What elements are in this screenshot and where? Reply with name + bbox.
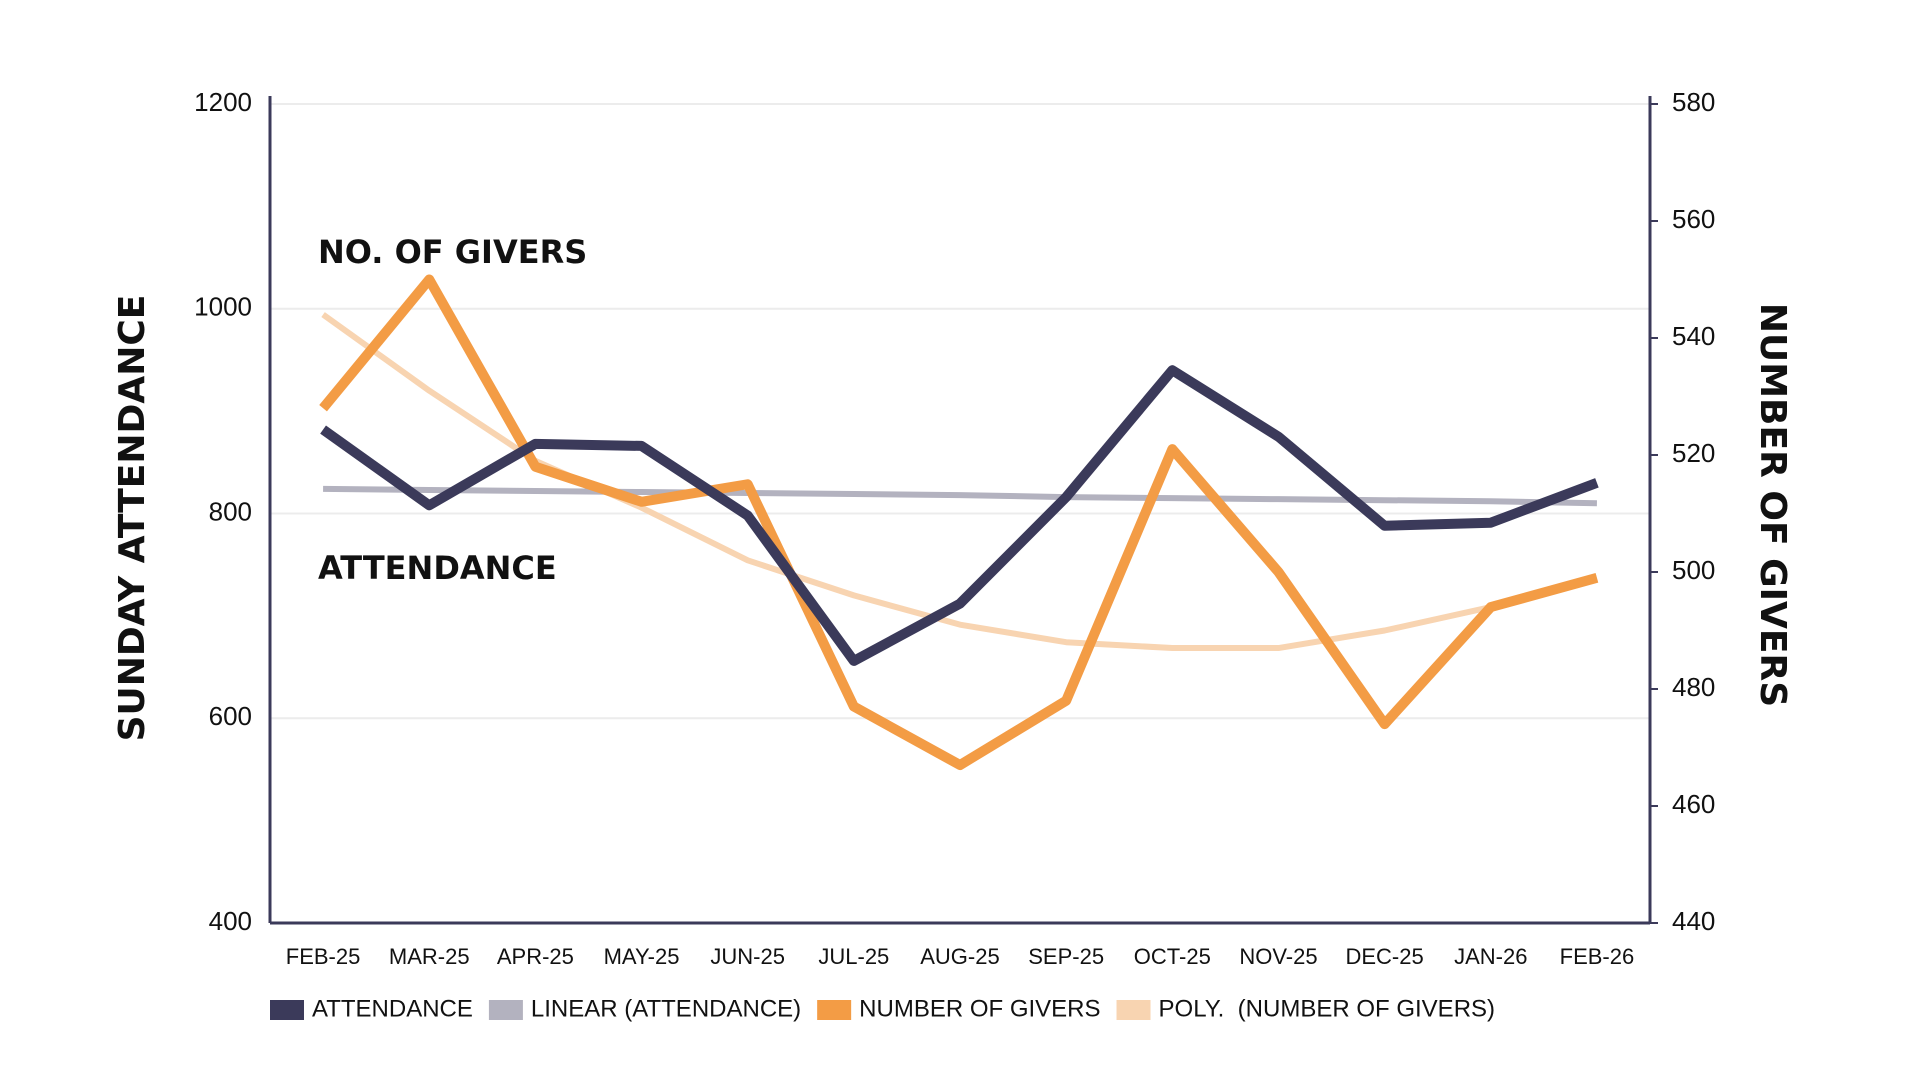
x-tick-label: FEB-26 (1560, 944, 1635, 969)
legend-label: LINEAR (ATTENDANCE) (531, 995, 801, 1022)
y2-tick-label: 560 (1672, 204, 1715, 234)
y2-tick-label: 540 (1672, 321, 1715, 351)
x-tick-label: JAN-26 (1454, 944, 1527, 969)
legend-swatch (270, 1000, 304, 1020)
y2-tick-label: 480 (1672, 672, 1715, 702)
x-tick-label: JUL-25 (818, 944, 889, 969)
annotation: NO. OF GIVERS (318, 233, 587, 271)
legend-swatch (1116, 1000, 1151, 1020)
y2-tick-label: 500 (1672, 555, 1715, 585)
x-tick-label: MAY-25 (604, 944, 680, 969)
y2-tick-label: 580 (1672, 87, 1715, 117)
series-line (319, 274, 1599, 771)
y-tick-label: 400 (209, 906, 252, 936)
y2-tick-label: 520 (1672, 438, 1715, 468)
x-tick-label: JUN-25 (710, 944, 785, 969)
legend-swatch (488, 1000, 523, 1020)
x-tick-label: APR-25 (497, 944, 574, 969)
legend-label: ATTENDANCE (312, 995, 473, 1022)
x-tick-label: FEB-25 (286, 944, 361, 969)
legend-label: NUMBER OF GIVERS (859, 995, 1100, 1022)
y-tick-label: 1000 (194, 292, 252, 322)
x-tick-label: OCT-25 (1134, 944, 1211, 969)
annotation: ATTENDANCE (318, 549, 557, 587)
y-tick-label: 800 (209, 496, 252, 526)
x-tick-label: MAR-25 (389, 944, 470, 969)
x-tick-label: SEP-25 (1028, 944, 1104, 969)
series-line (323, 485, 1597, 507)
y-tick-label: 1200 (194, 87, 252, 117)
y2-tick-label: 460 (1672, 789, 1715, 819)
y-axis-title: SUNDAY ATTENDANCE (112, 295, 153, 742)
series-line (320, 365, 1599, 666)
legend-label: POLY. (NUMBER OF GIVERS) (1159, 995, 1496, 1022)
x-tick-label: NOV-25 (1239, 944, 1317, 969)
y2-axis-title: NUMBER OF GIVERS (1752, 303, 1793, 707)
x-tick-label: AUG-25 (920, 944, 999, 969)
y2-tick-label: 440 (1672, 906, 1715, 936)
x-tick-label: DEC-25 (1345, 944, 1423, 969)
legend-swatch (817, 1000, 852, 1020)
y-tick-label: 600 (209, 701, 252, 731)
